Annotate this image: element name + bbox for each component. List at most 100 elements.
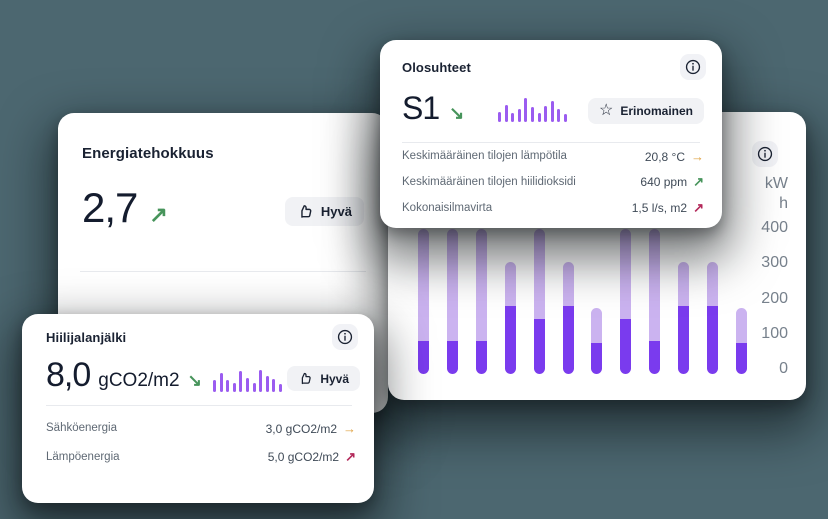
sparkline-bar [232,383,236,392]
metric-row: Keskimääräinen tilojen hiilidioksidi 640 … [402,174,704,190]
metric-label: Keskimääräinen tilojen hiilidioksidi [402,175,576,188]
stacked-bar [475,229,487,374]
metric-row: Lämpöenergia 5,0 gCO2/m2 ↗ [46,449,356,465]
conditions-sparkline [498,96,571,122]
trend-down-icon: ↘ [449,103,465,123]
metric-label: Kokonaisilmavirta [402,201,493,214]
stacked-bar-dark-segment [533,319,545,374]
conditions-class-value: S1 [402,90,440,126]
metric-row: Kokonaisilmavirta 1,5 l/s, m2 ↗ [402,200,704,216]
star-icon: ☆ [598,102,614,119]
y-tick-label: 300 [761,254,788,272]
y-tick-label: 0 [779,360,788,377]
carbon-metric-list: Sähköenergia 3,0 gCO2/m2 → Lämpöenergia 5,0 … [46,421,356,465]
divider [80,271,366,272]
stacked-bar-dark-segment [678,306,690,374]
metric-trend-icon: → [691,149,704,164]
sparkline-bar [265,376,269,392]
conditions-badge-label: Erinomainen [620,104,693,118]
stacked-bar-dark-segment [504,306,516,374]
carbon-card-title: Hiilijalanjälki [46,330,127,345]
y-tick-label: 400 [761,219,788,236]
metric-label: Keskimääräinen tilojen lämpötila [402,150,567,163]
stacked-bar [620,229,632,374]
conditions-card-title: Olosuhteet [402,60,471,75]
stacked-bar [735,308,747,374]
sparkline-bar [544,106,548,122]
sparkline-bar [252,383,256,392]
chart-info-button[interactable] [752,141,778,167]
stacked-bar-dark-segment [475,341,487,374]
sparkline-bar [504,105,508,122]
sparkline-bar [272,379,276,392]
stacked-bar [707,262,718,374]
energy-status-badge: Hyvä [284,197,364,226]
sparkline-bar [259,370,263,392]
stacked-bar [504,262,516,374]
chart-unit-label: kW h [764,175,788,212]
bar-chart-plot [388,112,806,400]
carbon-info-button[interactable] [332,324,358,350]
sparkline-bar [498,112,501,122]
sparkline-bar [511,113,515,122]
metric-value: 5,0 gCO2/m2 ↗ [268,449,356,465]
metric-value-text: 20,8 °C [644,149,685,164]
stacked-bar [678,262,690,374]
carbon-badge-label: Hyvä [320,371,349,386]
carbon-value: 8,0 [46,356,91,394]
metric-trend-icon: ↗ [693,200,704,215]
sparkline-bar [245,378,249,392]
stacked-bar [562,262,574,374]
metric-value: 3,0 gCO2/m2 → [266,421,356,436]
metric-value: 20,8 °C → [645,149,704,164]
carbon-sparkline [213,368,286,392]
thumbs-up-icon [301,205,312,218]
metric-value: 1,5 l/s, m2 ↗ [632,200,704,216]
sparkline-bar [530,107,534,122]
stacked-bar [591,308,603,374]
carbon-unit: gCO2/m2 [98,370,180,391]
stacked-bar [649,229,661,374]
metric-value-text: 1,5 l/s, m2 [631,201,688,215]
stacked-bar-dark-segment [735,343,747,374]
metric-value-text: 5,0 gCO2/m2 [267,450,340,464]
stacked-bar-dark-segment [620,319,632,374]
conditions-info-button[interactable] [680,54,706,80]
stacked-bar [446,229,458,374]
y-tick-label: 200 [761,289,788,307]
metric-value-text: 640 ppm [640,175,688,189]
stacked-bar-dark-segment [562,306,574,374]
sparkline-bar [557,109,561,122]
thumbs-up-icon [302,372,312,385]
metric-value: 640 ppm ↗ [640,174,704,190]
sparkline-bar [517,109,521,122]
divider [46,405,352,406]
info-icon [337,329,353,345]
stacked-bar-dark-segment [707,306,718,374]
conditions-status-badge: ☆ Erinomainen [587,98,704,124]
energy-card-title: Energiatehokkuus [82,145,214,162]
stacked-bar-dark-segment [418,341,429,374]
y-tick-label: 100 [761,324,788,342]
trend-up-icon: ↗ [149,202,168,227]
metric-trend-icon: ↗ [693,174,704,189]
metric-value-text: 3,0 gCO2/m2 [265,421,337,436]
sparkline-bar [278,384,282,392]
sparkline-bar [239,371,243,392]
energy-value: 2,7 [82,184,138,231]
metric-trend-icon: ↗ [345,449,356,464]
carbon-footprint-card: Hiilijalanjälki 8,0 gCO2/m2 ↘ Hyvä Sähkö… [22,314,374,503]
metric-label: Sähköenergia [46,422,117,435]
sparkline-bar [226,380,230,392]
stacked-bar-dark-segment [446,341,458,374]
conditions-metric-list: Keskimääräinen tilojen lämpötila 20,8 °C →… [402,149,704,216]
conditions-card: Olosuhteet S1 ↘ ☆ Erinomainen Keskimäärä… [380,40,722,228]
stacked-bar [533,229,545,374]
metric-trend-icon: → [343,421,356,436]
sparkline-bar [550,101,554,122]
metric-row: Keskimääräinen tilojen lämpötila 20,8 °C → [402,149,704,164]
stacked-bar-dark-segment [649,341,661,374]
energy-badge-label: Hyvä [320,204,352,219]
sparkline-bar [524,98,528,122]
